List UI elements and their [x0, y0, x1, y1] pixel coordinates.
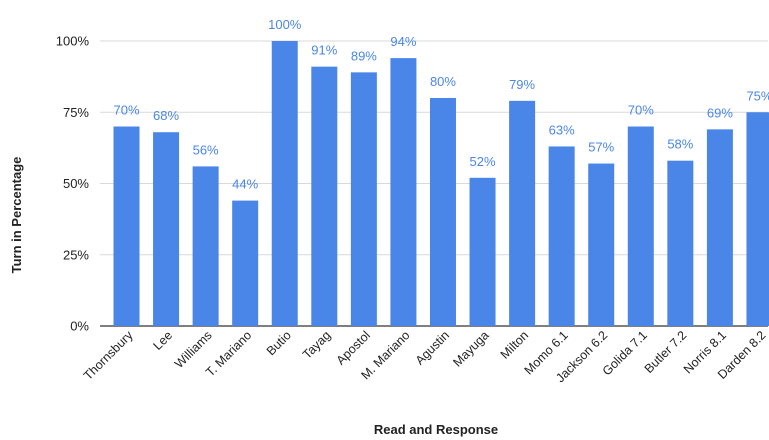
x-tick-label: Mayuga [450, 328, 491, 369]
x-tick-label: Thornsbury [81, 328, 136, 383]
data-label: 91% [311, 43, 337, 58]
bar [667, 160, 694, 326]
bar [509, 100, 536, 326]
data-label: 58% [667, 137, 693, 152]
y-tick-label: 75% [63, 105, 89, 120]
data-label: 44% [232, 177, 258, 192]
bar [746, 112, 769, 326]
bar [153, 132, 180, 326]
y-tick-label: 0% [70, 319, 89, 334]
bar [429, 98, 456, 326]
data-label: 57% [588, 140, 614, 155]
bar [706, 129, 733, 326]
data-label: 79% [509, 77, 535, 92]
x-tick-label: Apostol [334, 328, 373, 367]
bar [113, 126, 140, 326]
data-label: 63% [549, 122, 575, 137]
bar [627, 126, 654, 326]
x-tick-label: Butio [264, 328, 294, 358]
data-label: 89% [351, 48, 377, 63]
bar [232, 200, 259, 326]
y-tick-label: 25% [63, 247, 89, 262]
data-label: 56% [193, 142, 219, 157]
bar [588, 163, 615, 326]
bar [548, 146, 575, 326]
data-label: 80% [430, 74, 456, 89]
bar [271, 41, 298, 326]
data-label: 68% [153, 108, 179, 123]
data-label: 70% [628, 103, 654, 118]
data-label: 70% [113, 103, 139, 118]
x-tick-label: Agustin [413, 328, 452, 367]
bar [192, 166, 219, 326]
bar [350, 72, 377, 326]
y-axis-title: Turn in Percentage [9, 157, 24, 274]
x-tick-label: Tayag [300, 328, 334, 362]
x-tick-label: Milton [498, 328, 532, 362]
bar [469, 177, 496, 326]
data-label: 94% [390, 34, 416, 49]
bar [390, 58, 417, 326]
y-tick-label: 100% [56, 34, 90, 49]
data-label: 75% [746, 88, 769, 103]
data-label: 100% [268, 17, 302, 32]
data-label: 69% [707, 105, 733, 120]
y-tick-label: 50% [63, 176, 89, 191]
bars [113, 41, 769, 327]
x-axis-title: Read and Response [374, 422, 498, 437]
x-tick-label: Lee [151, 328, 176, 353]
y-axis-ticks: 0% 25% 50% 75% 100% [56, 34, 90, 334]
bar [311, 66, 338, 327]
data-label: 52% [470, 154, 496, 169]
data-labels: 70% 68% 56% 44% 100% 91% 89% 94% 80% 52% 79% 63% 57%… [113, 17, 769, 192]
